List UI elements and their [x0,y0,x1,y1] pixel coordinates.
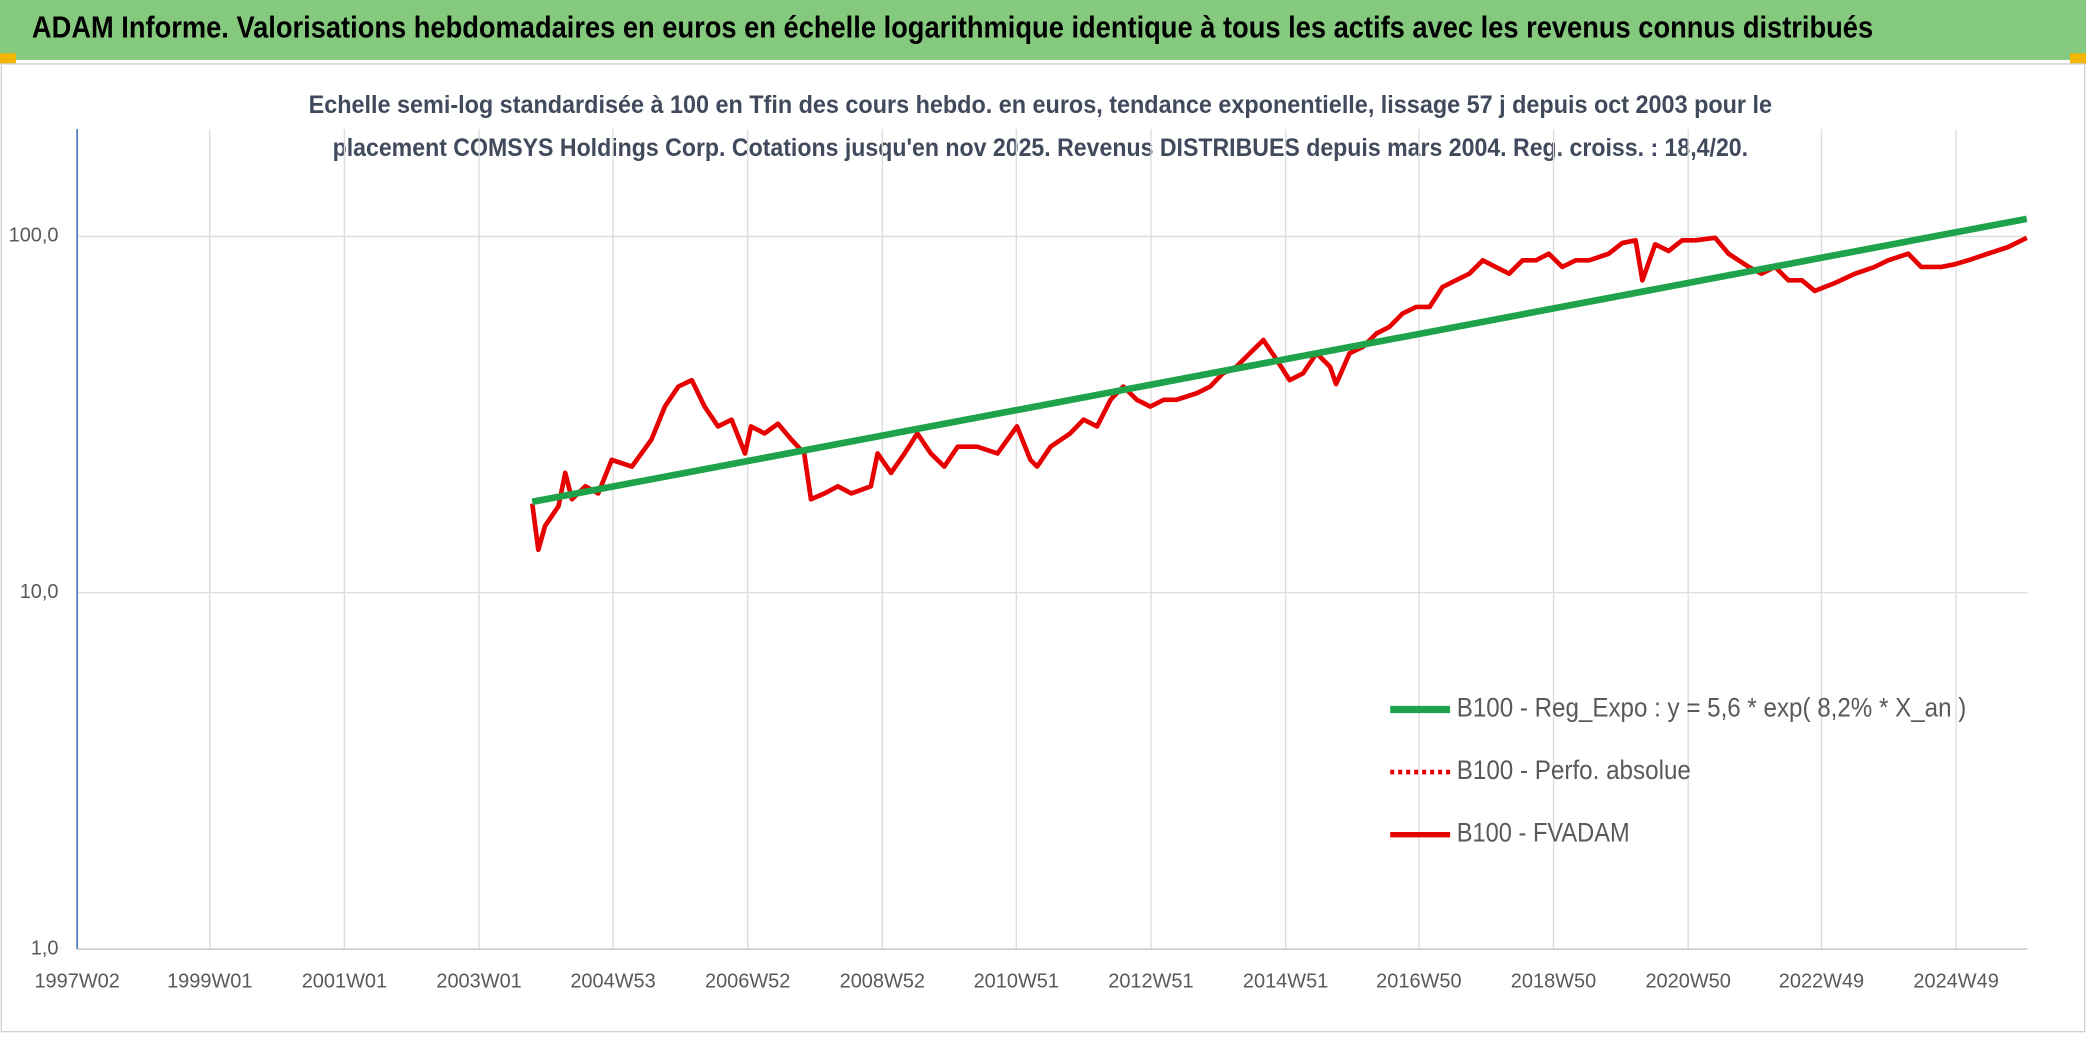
y-tick-label: 10,0 [20,581,59,603]
subtitle: placement COMSYS Holdings Corp. Cotation… [333,134,1749,162]
legend-label: B100 - FVADAM [1457,818,1630,848]
x-tick-label: 2004W53 [570,971,655,993]
axes: 1997W02 1999W01 2001W01 2003W01 2004W53 2006W… [9,129,2028,993]
corner [2070,53,2086,64]
series-line [529,235,2028,553]
x-tick-label: 1997W02 [34,971,119,993]
x-tick-label: 2006W52 [705,971,790,993]
header-title: ADAM Informe. Valorisations hebdomadaire… [32,10,1873,44]
x-tick-label: 2016W50 [1376,971,1461,993]
y-tick-label: 1,0 [31,937,59,959]
legend-label: B100 - Reg_Expo : y = 5,6 * exp( 8,2% * … [1457,693,1967,723]
legend-label: B100 - Perfo. absolue [1457,755,1691,785]
header-bar [0,0,2086,60]
x-tick-label: 2008W52 [840,971,925,993]
x-tick-label: 2018W50 [1511,971,1596,993]
x-tick-label: 2014W51 [1243,971,1328,993]
legend: B100 - Reg_Expo : y = 5,6 * exp( 8,2% * … [1390,693,1966,848]
x-tick-label: 1999W01 [167,971,252,993]
x-tick-label: 2024W49 [1913,971,1998,993]
chart-area [0,63,2086,1033]
x-tick-label: 2020W50 [1645,971,1730,993]
series-line [531,215,2028,506]
x-tick-label: 2010W51 [974,971,1059,993]
x-tick-label: 2001W01 [302,971,387,993]
plot [529,215,2028,553]
x-tick-label: 2022W49 [1779,971,1864,993]
subtitle: Echelle semi-log standardisée à 100 en T… [309,91,1772,119]
x-tick-label: 2012W51 [1108,971,1193,993]
corner [0,53,16,64]
y-tick-label: 100,0 [9,225,59,247]
x-tick-label: 2003W01 [436,971,521,993]
